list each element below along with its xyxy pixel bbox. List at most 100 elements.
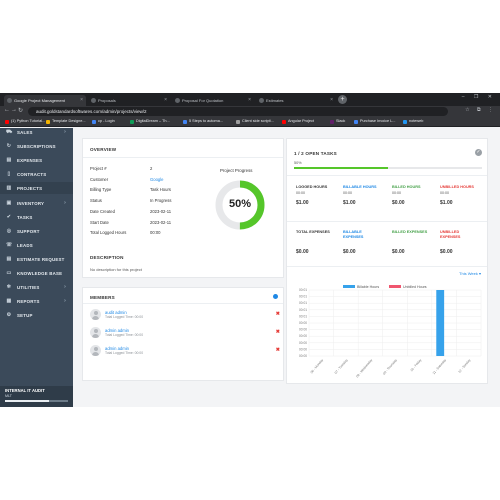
sidebar-item-support[interactable]: ◎ SUPPORT xyxy=(0,225,73,237)
sidebar-item-label: SALES xyxy=(17,130,33,135)
sidebar-item-expenses[interactable]: ▤ EXPENSES xyxy=(0,154,73,166)
window-controls[interactable]: ‒ ❐ ✕ xyxy=(461,94,496,100)
chart-legend: Billable Hours Unbilled Hours xyxy=(343,285,427,289)
browser-tab-1[interactable]: Proposals × xyxy=(88,95,170,106)
sidebar-item-utilities[interactable]: ✻ UTILITIES › xyxy=(0,281,73,293)
workspace-name: INTERNAL IT AUDIT xyxy=(5,388,45,393)
bookmark-item[interactable]: 5 Steps to automa... xyxy=(183,119,223,124)
cogs-icon: ✻ xyxy=(6,284,12,291)
member-name[interactable]: audit admin xyxy=(105,310,127,315)
gear-icon: ⚙ xyxy=(6,312,12,319)
bookmark-item[interactable]: (1) Python Tutorial... xyxy=(5,119,45,124)
reload-icon[interactable]: ↻ xyxy=(18,108,24,114)
bookmark-favicon-icon xyxy=(354,120,358,124)
bookmark-favicon-icon xyxy=(183,120,187,124)
folder-icon: ▭ xyxy=(6,270,12,276)
check-icon: ✔ xyxy=(6,213,12,220)
overview-value: Task Hours xyxy=(150,187,171,193)
sidebar-item-tasks[interactable]: ✔ TASKS xyxy=(0,211,73,223)
bookmark-item[interactable]: Purchase Invoice L... xyxy=(354,119,395,124)
y-tick-label: 00:01 xyxy=(299,308,307,312)
member-row: admin admin Total Logged Time: 00:00 ✖ xyxy=(90,345,280,359)
tasks-percent: 50% xyxy=(294,161,302,165)
sidebar-item-projects[interactable]: ▥ PROJECTS xyxy=(0,182,73,195)
project-progress-label: Project Progress xyxy=(220,168,253,173)
stat-hours: 00:00 xyxy=(392,191,401,195)
sidebar-item-subscriptions[interactable]: ↻ SUBSCRIPTIONS xyxy=(0,140,73,152)
sidebar-item-leads[interactable]: ☏ LEADS xyxy=(0,239,73,251)
url-input[interactable]: audit.goldstandardsoftwares.com/admin/pr… xyxy=(28,107,448,116)
overview-value: 2 xyxy=(150,166,153,171)
member-name[interactable]: admin admin xyxy=(105,328,129,333)
sidebar-item-label: INVENTORY xyxy=(17,200,45,206)
y-tick-label: 00:01 xyxy=(299,288,307,292)
check-circle-icon: ✓ xyxy=(475,149,482,156)
sidebar-item-inventory[interactable]: ▣ INVENTORY › xyxy=(0,197,73,209)
y-tick-label: 00:00 xyxy=(299,354,307,358)
favicon-icon xyxy=(175,98,180,103)
back-arrow-icon[interactable]: ← xyxy=(4,107,10,113)
expense-label: TOTAL EXPENSES xyxy=(296,230,330,234)
sidebar-item-reports[interactable]: ▦ REPORTS › xyxy=(0,295,73,307)
browser-tab-2[interactable]: Proposal For Quotation × xyxy=(172,95,254,106)
expense-label: UNBILLED EXPENSES xyxy=(440,230,461,239)
browser-tab-3[interactable]: Estimates × xyxy=(256,95,336,106)
remove-member-icon[interactable]: ✖ xyxy=(275,347,280,353)
overview-value[interactable]: Google xyxy=(150,176,164,182)
sidebar-item-label: LEADS xyxy=(17,242,33,248)
browser-actions[interactable]: ☆ ⧉ ⋮ xyxy=(465,107,496,113)
legend-label[interactable]: Unbilled Hours xyxy=(403,285,427,289)
stat-amount: $1.00 xyxy=(343,200,356,206)
sidebar-item-setup[interactable]: ⚙ SETUP xyxy=(0,309,73,321)
sidebar-item-sales[interactable]: ⛟ SALES › xyxy=(0,126,73,138)
overview-value: In Progress xyxy=(150,198,172,204)
legend-swatch[interactable] xyxy=(343,285,355,288)
remove-member-icon[interactable]: ✖ xyxy=(275,329,280,335)
close-icon[interactable]: × xyxy=(80,97,83,103)
divider xyxy=(287,175,487,176)
bookmark-favicon-icon xyxy=(236,120,240,124)
x-tick-label: 09 - Thursday xyxy=(382,358,398,376)
chevron-right-icon: › xyxy=(64,298,66,305)
bookmark-item[interactable]: Slack xyxy=(330,119,345,124)
avatar xyxy=(90,345,101,356)
sidebar-item-estimate-request[interactable]: ▤ ESTIMATE REQUEST xyxy=(0,253,73,265)
stat-label: LOGGED HOURS xyxy=(296,185,328,189)
bookmark-label: Angular Project xyxy=(288,119,314,123)
bookmark-item[interactable]: noteweb xyxy=(403,119,423,124)
sidebar-item-contracts[interactable]: ▯ CONTRACTS xyxy=(0,168,73,180)
x-tick-label: 06 - Monday xyxy=(310,358,325,374)
close-icon[interactable]: × xyxy=(164,97,167,103)
close-icon[interactable]: × xyxy=(330,97,333,103)
bookmark-item[interactable]: Angular Project xyxy=(282,119,314,124)
bookmark-item[interactable]: cp - Login xyxy=(92,119,115,124)
tty-icon: ☏ xyxy=(6,241,13,248)
legend-label[interactable]: Billable Hours xyxy=(357,285,379,289)
bookmarks-bar: (1) Python Tutorial... Template Designe..… xyxy=(0,117,500,127)
sidebar-item-knowledge-base[interactable]: ▭ KNOWLEDGE BASE xyxy=(0,267,73,279)
stat-hours: 00:00 xyxy=(440,191,449,195)
add-member-icon[interactable] xyxy=(273,294,278,299)
stat-hours: 00:00 xyxy=(343,191,352,195)
bookmark-item[interactable]: DigitalDream – Th... xyxy=(130,119,170,124)
expense-amount: $0.00 xyxy=(392,249,405,255)
member-name[interactable]: admin admin xyxy=(105,346,129,351)
overview-label: Date Created xyxy=(90,208,115,214)
sidebar-item-label: CONTRACTS xyxy=(17,172,47,178)
close-icon[interactable]: × xyxy=(248,97,251,103)
address-bar-row: ← → ↻ audit.goldstandardsoftwares.com/ad… xyxy=(0,106,500,117)
remove-member-icon[interactable]: ✖ xyxy=(275,311,280,317)
x-tick-label: 11 - Saturday xyxy=(432,358,447,375)
bookmark-item[interactable]: Template Designe... xyxy=(46,119,86,124)
legend-swatch[interactable] xyxy=(389,285,401,288)
sidebar-item-label: EXPENSES xyxy=(17,158,43,164)
bookmark-item[interactable]: Client side scripti... xyxy=(236,119,274,124)
period-dropdown[interactable]: This Week ▾ xyxy=(459,271,481,276)
new-tab-button[interactable]: + xyxy=(338,95,347,104)
favicon-icon xyxy=(91,98,96,103)
forward-arrow-icon[interactable]: → xyxy=(11,107,17,113)
browser-tab-0[interactable]: Google Project Management × xyxy=(4,95,86,106)
sidebar-item-label: SUPPORT xyxy=(17,228,40,234)
bar-billable-hours[interactable] xyxy=(436,290,445,356)
cart-icon: ⛟ xyxy=(6,129,13,135)
